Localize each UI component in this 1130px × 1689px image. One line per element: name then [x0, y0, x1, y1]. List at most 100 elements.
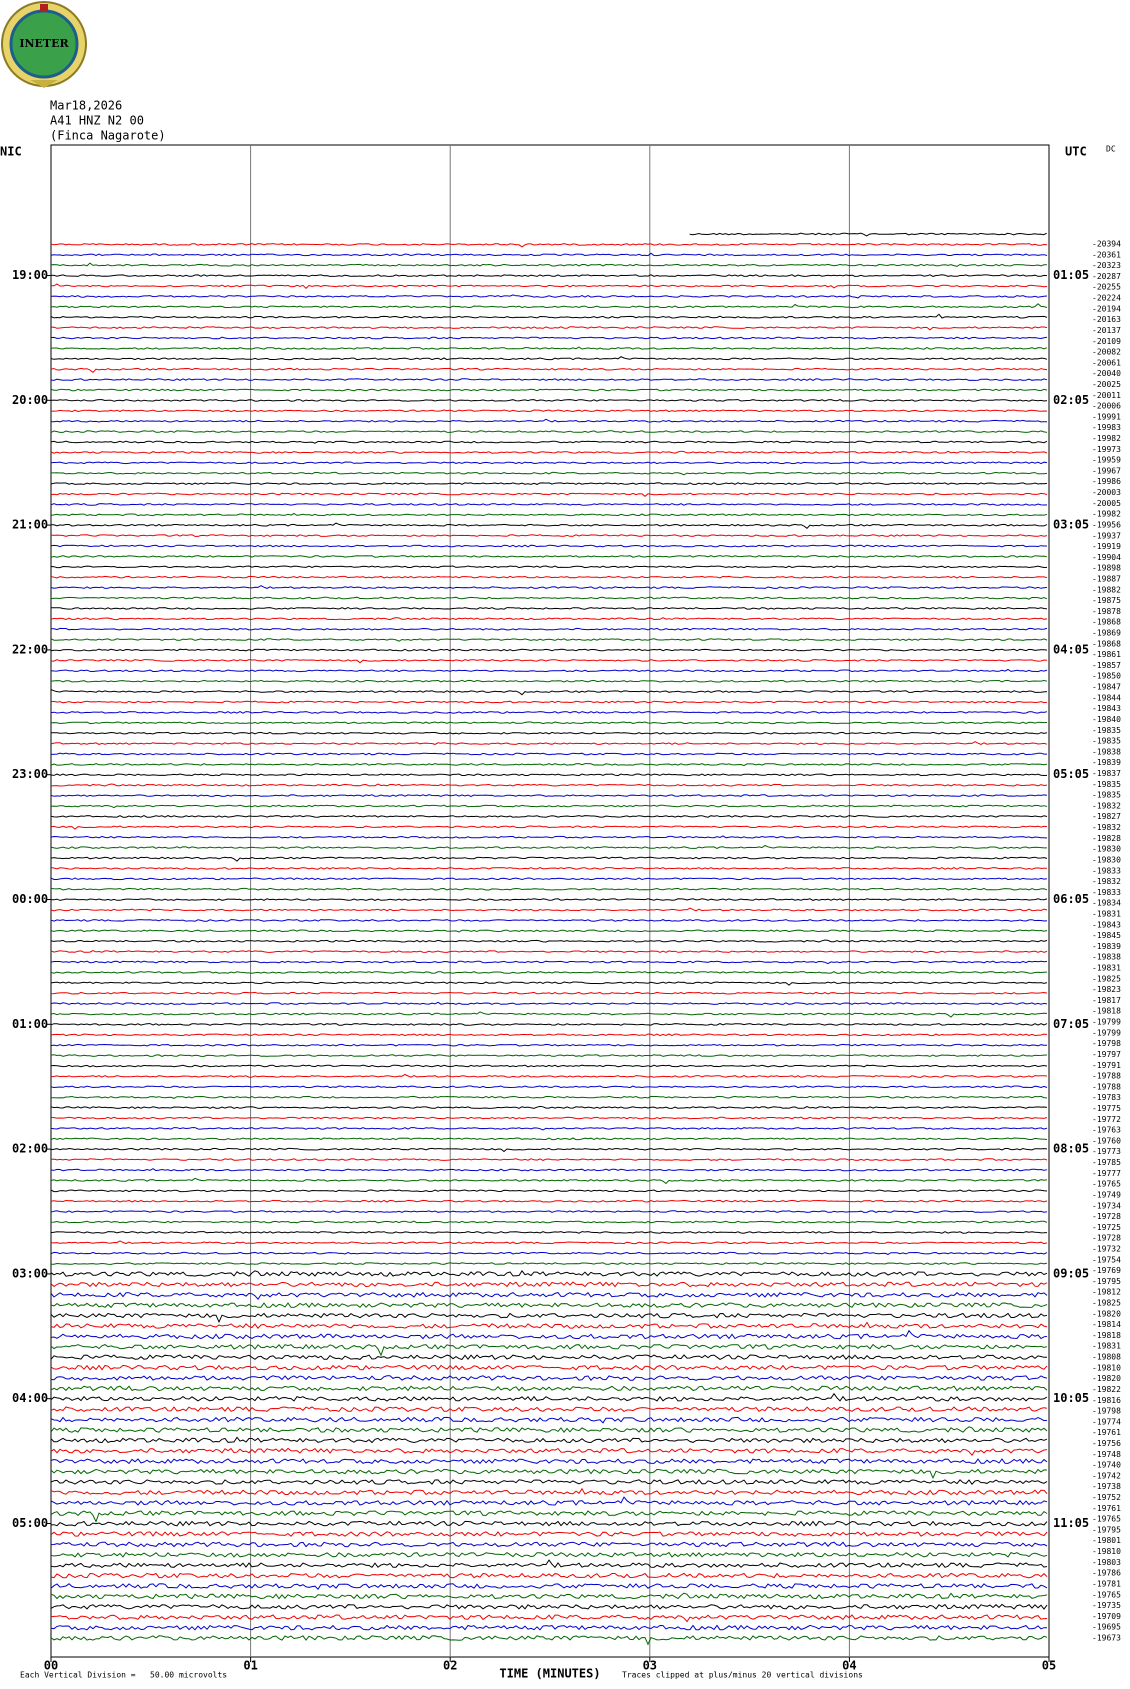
logo: INETER: [1, 1, 87, 88]
trace: [50, 971, 1048, 974]
trace: [50, 1520, 1048, 1527]
dc-offset: -19838: [1092, 953, 1121, 962]
left-time: 05:00: [12, 1516, 48, 1530]
trace: [51, 659, 1048, 664]
right-time: 02:05: [1053, 393, 1089, 407]
dc-offset: -19833: [1092, 866, 1121, 875]
dc-offset: -19887: [1092, 574, 1121, 583]
trace: [50, 283, 1048, 289]
trace: [50, 1158, 1048, 1161]
trace: [50, 1312, 1048, 1324]
dc-offset: -19869: [1092, 629, 1121, 638]
dc-offset: -19801: [1092, 1536, 1121, 1545]
trace: [50, 741, 1048, 745]
trace: [50, 326, 1048, 331]
dc-offset: -19761: [1092, 1504, 1121, 1513]
x-axis-label: TIME (MINUTES): [499, 1667, 600, 1681]
dc-offset: -19797: [1092, 1050, 1121, 1059]
x-tick-label: 01: [243, 1659, 257, 1673]
trace: [50, 1147, 1048, 1153]
logo-text: INETER: [19, 37, 69, 50]
trace: [51, 471, 1048, 476]
dc-offset: -19817: [1092, 996, 1121, 1005]
dc-offset: -19748: [1092, 1450, 1121, 1459]
trace: [50, 1458, 1048, 1465]
dc-offset: -19728: [1092, 1234, 1121, 1243]
trace: [50, 1168, 1048, 1172]
dc-offset: -19783: [1092, 1093, 1121, 1102]
dc-offset: -19769: [1092, 1266, 1121, 1275]
trace: [50, 450, 1048, 454]
dc-offset: -20163: [1092, 315, 1121, 324]
dc-offset: -19956: [1092, 520, 1121, 529]
trace: [50, 783, 1048, 787]
trace: [50, 721, 1048, 725]
dc-offset: -19845: [1092, 931, 1121, 940]
trace: [50, 689, 1048, 696]
trace: [50, 482, 1048, 485]
left-label: NIC: [0, 145, 22, 159]
trace: [50, 887, 1048, 891]
dc-offset: -19868: [1092, 618, 1121, 627]
dc-offset: -19919: [1092, 542, 1121, 551]
dc-offset: -19791: [1092, 1061, 1121, 1070]
dc-offset: -19795: [1092, 1525, 1121, 1534]
right-time: 10:05: [1053, 1391, 1089, 1405]
dc-offset: -19830: [1092, 845, 1121, 854]
dc-offset: -20287: [1092, 272, 1121, 281]
trace: [50, 1073, 1048, 1078]
right-time: 01:05: [1053, 268, 1089, 282]
trace: [50, 668, 1048, 673]
trace: [50, 313, 1048, 319]
trace: [50, 565, 1048, 569]
trace: [50, 1496, 1048, 1506]
trace: [50, 303, 1048, 309]
dc-offset: -19732: [1092, 1244, 1121, 1253]
trace: [50, 461, 1048, 465]
dc-label: DC: [1106, 145, 1116, 154]
trace: [50, 638, 1048, 642]
right-time: 07:05: [1053, 1017, 1089, 1031]
trace: [50, 1392, 1048, 1402]
dc-offset: -19795: [1092, 1277, 1121, 1286]
dc-offset: -19738: [1092, 1482, 1121, 1491]
trace: [51, 1095, 1048, 1099]
dc-offset: -19785: [1092, 1158, 1121, 1167]
left-time: 00:00: [12, 892, 48, 906]
trace: [51, 731, 1048, 735]
dc-offset: -19827: [1092, 812, 1121, 821]
trace: [50, 336, 1048, 340]
trace: [51, 522, 1048, 529]
dc-offset: -19695: [1092, 1623, 1121, 1632]
trace: [50, 1105, 1048, 1109]
location: (Finca Nagarote): [50, 129, 166, 143]
trace: [50, 1199, 1048, 1203]
trace: [50, 1127, 1048, 1131]
dc-offset: -19820: [1092, 1374, 1121, 1383]
trace: [50, 1189, 1048, 1193]
trace: [50, 1210, 1048, 1213]
trace: [50, 1302, 1048, 1309]
dc-offset: -19799: [1092, 1018, 1121, 1027]
trace: [50, 1354, 1048, 1361]
dc-offset: -19763: [1092, 1126, 1121, 1135]
dc-offset: -19967: [1092, 466, 1121, 475]
trace: [50, 1541, 1048, 1548]
dc-offset: -19904: [1092, 553, 1121, 562]
dc-offset: -19832: [1092, 877, 1121, 886]
x-tick-label: 05: [1042, 1659, 1056, 1673]
dc-offset: -19857: [1092, 661, 1121, 670]
dc-offset: -19816: [1092, 1396, 1121, 1405]
trace: [50, 763, 1048, 767]
trace: [50, 1614, 1048, 1623]
dc-offset: -20061: [1092, 358, 1121, 367]
dc-offset: -19810: [1092, 1547, 1121, 1556]
dc-offset: -20255: [1092, 283, 1121, 292]
trace: [50, 815, 1048, 818]
trace: [50, 1270, 1048, 1277]
dc-offset: -19825: [1092, 1299, 1121, 1308]
dc-offset: -19754: [1092, 1255, 1121, 1264]
trace: [50, 960, 1048, 965]
right-time: 06:05: [1053, 892, 1089, 906]
trace: [50, 1635, 1048, 1646]
